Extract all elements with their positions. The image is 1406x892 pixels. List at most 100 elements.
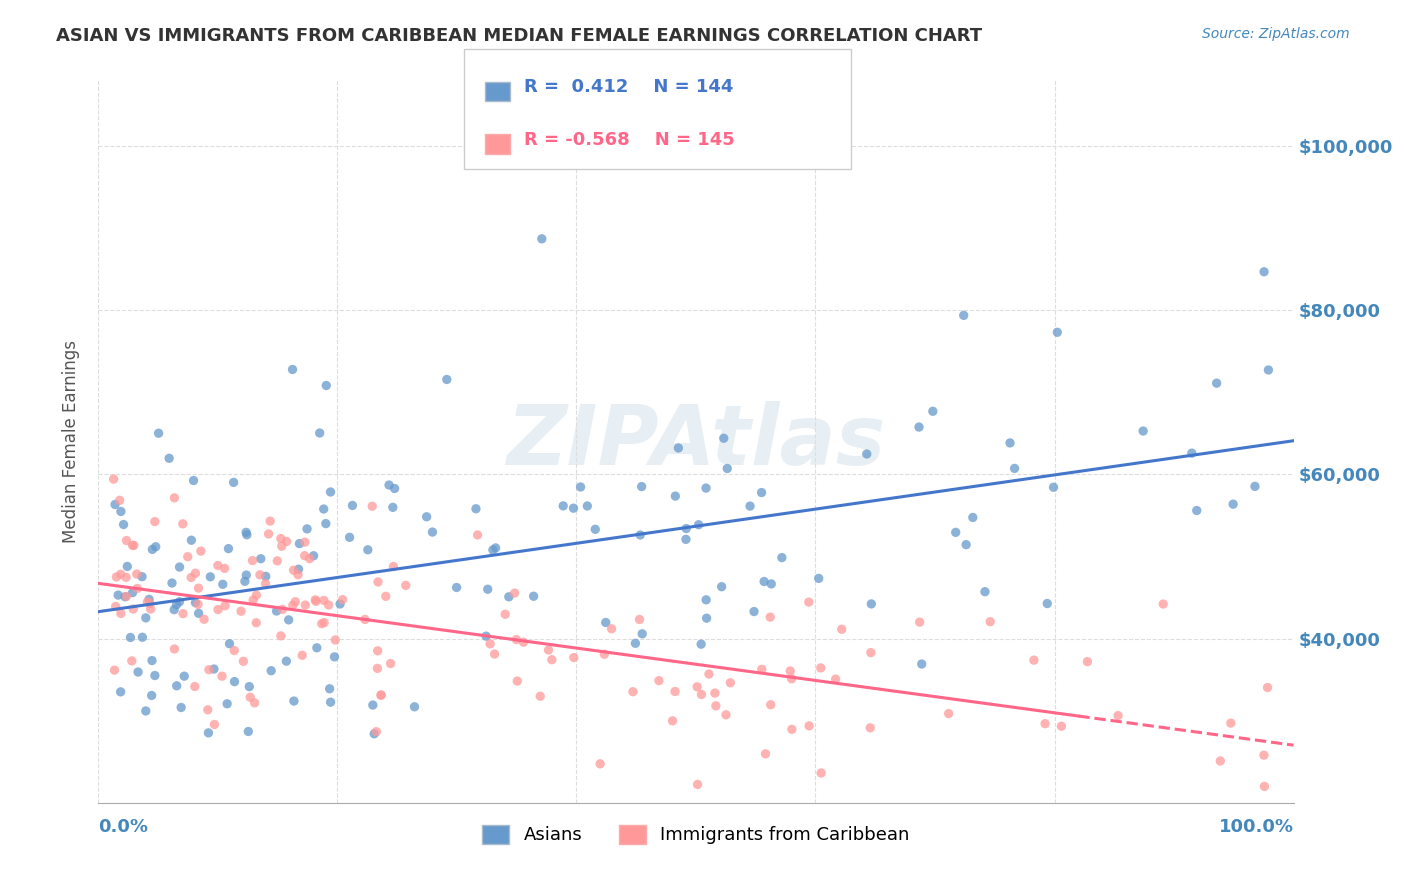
Point [690,637,713,651]
Point [908,420,931,434]
Point [1253,748,1275,763]
Point [696,611,718,625]
Point [367,574,389,589]
Point [207,558,229,573]
Point [114,590,136,604]
Point [860,597,883,611]
Point [593,647,616,661]
Point [242,593,264,607]
Point [141,654,163,668]
Point [139,602,162,616]
Point [242,553,264,567]
Point [367,644,389,658]
Point [569,480,592,494]
Point [1033,716,1056,731]
Point [295,522,318,536]
Point [908,615,931,629]
Point [148,426,170,441]
Point [761,577,783,591]
Point [229,604,252,618]
Point [714,707,737,722]
Point [138,597,160,611]
Point [505,632,527,647]
Point [318,598,340,612]
Point [235,568,257,582]
Point [1253,780,1275,794]
Point [117,559,139,574]
Point [135,611,157,625]
Point [270,629,292,643]
Point [810,661,832,675]
Point [287,567,309,582]
Point [214,561,236,575]
Point [1042,480,1064,494]
Point [911,657,934,671]
Point [166,679,188,693]
Point [754,747,776,761]
Point [211,577,233,591]
Point [211,669,233,683]
Point [380,657,402,671]
Point [173,669,195,683]
Point [323,649,346,664]
Point [562,501,585,516]
Point [589,756,612,771]
Point [184,596,207,610]
Point [283,563,305,577]
Point [190,544,212,558]
Point [1185,503,1208,517]
Point [294,535,316,549]
Point [553,499,575,513]
Point [962,510,984,524]
Point [218,637,240,651]
Point [136,595,159,609]
Point [395,578,418,592]
Point [197,703,219,717]
Point [703,686,725,700]
Point [710,580,733,594]
Point [690,688,713,702]
Point [751,662,773,676]
Point [141,689,163,703]
Point [859,721,882,735]
Point [1076,655,1098,669]
Point [384,482,406,496]
Point [523,589,546,603]
Point [145,540,167,554]
Point [688,517,710,532]
Point [361,500,384,514]
Point [120,631,142,645]
Point [110,504,132,518]
Point [1209,754,1232,768]
Point [143,515,166,529]
Point [169,560,191,574]
Point [738,499,761,513]
Point [742,605,765,619]
Point [311,616,333,631]
Point [232,654,254,668]
Point [207,602,229,616]
Point [122,602,145,616]
Point [121,654,143,668]
Point [319,485,342,500]
Point [695,481,717,495]
Point [245,588,267,602]
Point [127,582,149,596]
Point [243,696,266,710]
Point [921,404,943,418]
Point [115,533,138,548]
Point [187,607,209,621]
Point [131,630,153,644]
Point [1022,653,1045,667]
Point [204,717,226,731]
Point [104,599,127,614]
Point [169,595,191,609]
Point [661,714,683,728]
Point [697,667,720,681]
Text: 100.0%: 100.0% [1219,818,1294,836]
Point [1050,719,1073,733]
Point [1257,363,1279,377]
Point [183,474,205,488]
Point [319,695,342,709]
Point [214,599,236,613]
